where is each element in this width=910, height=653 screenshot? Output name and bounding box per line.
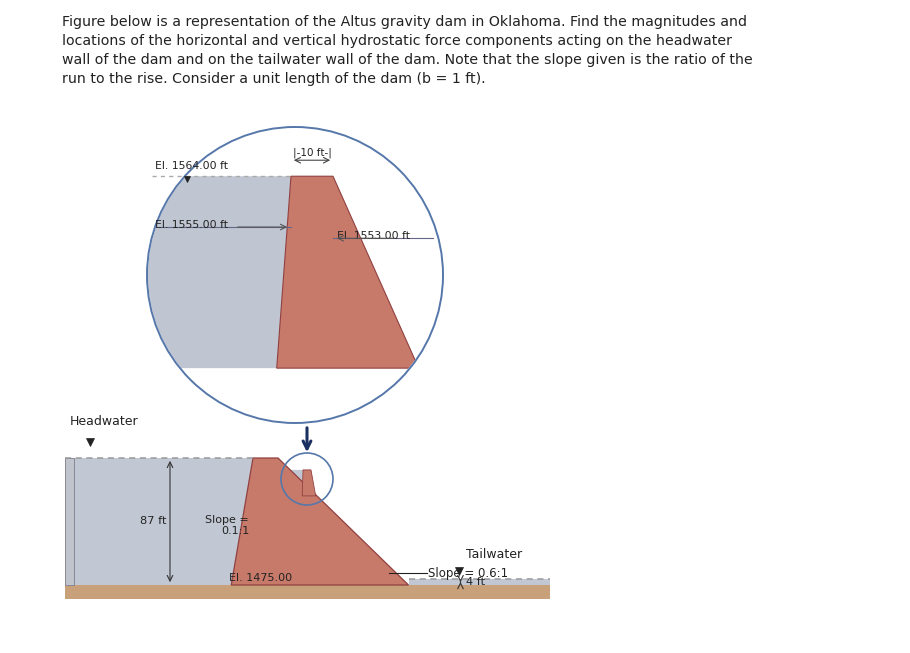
Text: El. 1475.00: El. 1475.00 bbox=[229, 573, 292, 583]
Polygon shape bbox=[65, 458, 74, 585]
Polygon shape bbox=[409, 579, 550, 585]
Text: 4 ft: 4 ft bbox=[466, 577, 485, 587]
Polygon shape bbox=[281, 470, 303, 496]
Text: Figure below is a representation of the Altus gravity dam in Oklahoma. Find the : Figure below is a representation of the … bbox=[62, 15, 753, 86]
Text: |-10 ft-|: |-10 ft-| bbox=[292, 148, 331, 158]
Text: El. 1555.00 ft: El. 1555.00 ft bbox=[155, 220, 228, 230]
Text: El. 1553.00 ft: El. 1553.00 ft bbox=[337, 231, 410, 242]
Polygon shape bbox=[147, 176, 291, 368]
Text: El. 1564.00 ft: El. 1564.00 ft bbox=[155, 161, 228, 171]
Polygon shape bbox=[277, 176, 419, 368]
Polygon shape bbox=[302, 470, 316, 496]
Text: Slope = 0.6:1: Slope = 0.6:1 bbox=[429, 567, 509, 580]
Text: Tailwater: Tailwater bbox=[466, 548, 521, 561]
Polygon shape bbox=[231, 458, 409, 585]
Text: 87 ft: 87 ft bbox=[139, 517, 166, 526]
Polygon shape bbox=[74, 458, 253, 585]
Polygon shape bbox=[65, 585, 550, 599]
Text: Headwater: Headwater bbox=[70, 415, 138, 428]
Text: Slope =
0.1:1: Slope = 0.1:1 bbox=[206, 515, 249, 536]
